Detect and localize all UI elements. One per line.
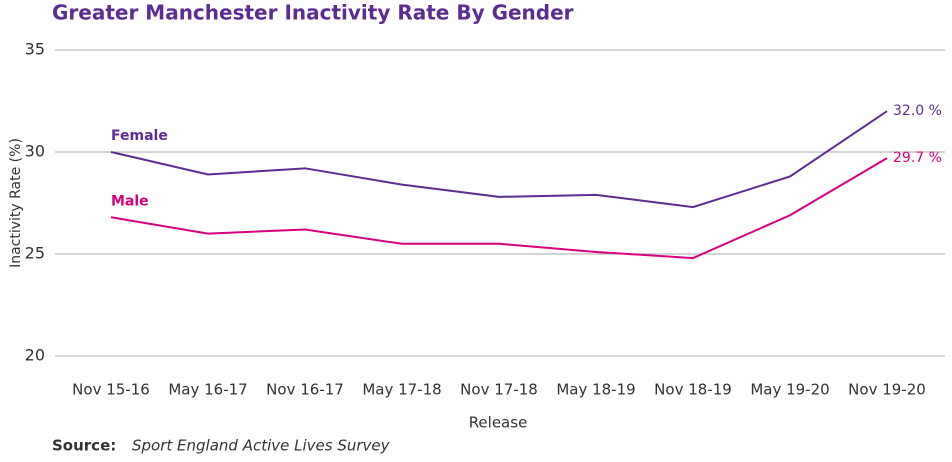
y-tick-label: 35 [25,40,45,59]
x-tick-label: Nov 18-19 [654,381,732,399]
source: Sport England Active Lives Survey [132,437,391,455]
x-tick-label: Nov 16-17 [266,381,344,399]
series-line [110,157,888,260]
x-tick-label: May 18-19 [556,381,635,399]
x-tick-label: Nov 15-16 [72,381,150,399]
chart-title: Greater Manchester Inactivity Rate By Ge… [52,1,574,25]
series-line [110,110,888,209]
value-label: 32.0 % [893,103,942,119]
series-label: Female [111,128,168,144]
y-tick-label: 25 [25,244,45,263]
x-tick-label: May 17-18 [362,381,441,399]
x-tick-label: May 19-20 [750,381,829,399]
y-tick-label: 30 [25,142,45,161]
x-tick-label: May 16-17 [168,381,247,399]
value-label: 29.7 % [893,150,942,166]
y-tick-label: 20 [25,346,45,365]
y-axis-label: Inactivity Rate (%) [8,138,24,268]
series-label: Male [111,193,149,209]
x-axis-label: Release [469,414,528,432]
source-label: Source: [52,437,116,455]
x-tick-label: Nov 17-18 [460,381,538,399]
x-tick-label: Nov 19-20 [848,381,926,399]
